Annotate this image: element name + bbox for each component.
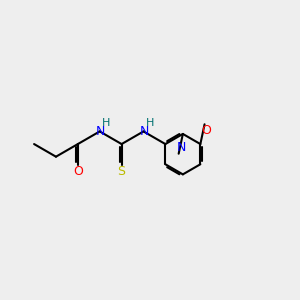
- Text: N: N: [140, 125, 149, 138]
- Text: N: N: [96, 125, 105, 138]
- Text: N: N: [176, 141, 186, 154]
- Text: H: H: [146, 118, 154, 128]
- Text: H: H: [102, 118, 110, 128]
- Text: O: O: [73, 165, 83, 178]
- Text: O: O: [201, 124, 211, 137]
- Text: S: S: [118, 165, 126, 178]
